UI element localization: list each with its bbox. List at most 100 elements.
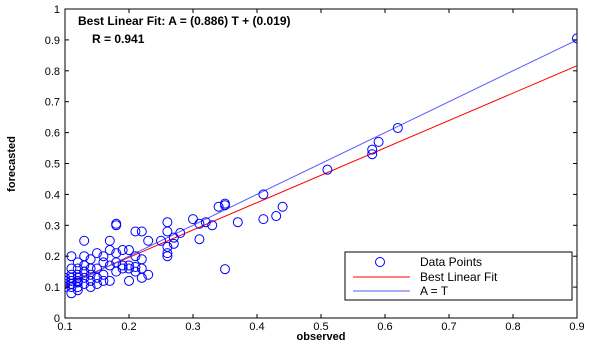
- x-tick-label: 0.4: [249, 321, 264, 333]
- data-point: [72, 285, 83, 296]
- data-point: [200, 217, 211, 228]
- data-point: [373, 136, 384, 147]
- legend-marker-circle: [375, 257, 385, 267]
- data-point: [92, 279, 102, 290]
- data-point: [104, 275, 115, 286]
- data-point: [98, 275, 109, 286]
- data-point: [85, 269, 96, 280]
- data-point: [175, 228, 186, 239]
- y-tick-label: 0.5: [45, 159, 60, 171]
- data-point: [130, 262, 141, 273]
- data-point: [277, 201, 288, 212]
- data-point: [136, 226, 147, 237]
- data-point: [188, 214, 198, 225]
- data-point: [98, 257, 109, 268]
- y-tick-label: 1: [54, 4, 60, 16]
- data-point: [79, 260, 90, 271]
- data-point: [168, 232, 179, 243]
- y-tick-label: 0: [54, 313, 60, 325]
- data-point: [72, 272, 83, 283]
- y-tick-label: 0.9: [45, 35, 60, 47]
- data-point: [143, 235, 154, 246]
- legend-box: [344, 251, 573, 301]
- data-point: [65, 275, 70, 286]
- data-point: [85, 282, 96, 293]
- data-point: [156, 235, 166, 246]
- legend-item-data-points: Data Points: [375, 255, 482, 269]
- data-point: [104, 245, 115, 256]
- x-axis-ticks: 0.1 0.2 0.3 0.4 0.5 0.6 0.7 0.8 0.9: [57, 9, 585, 333]
- data-point: [367, 149, 378, 160]
- data-point: [111, 248, 122, 259]
- data-point: [130, 251, 141, 262]
- legend-label-data-points: Data Points: [420, 255, 482, 269]
- data-point: [258, 214, 269, 225]
- x-tick-label: 0.6: [377, 321, 392, 333]
- data-point: [117, 263, 128, 274]
- y-tick-label: 0.6: [45, 128, 60, 140]
- data-point: [220, 200, 230, 211]
- data-point: [258, 189, 269, 200]
- data-point: [271, 211, 282, 222]
- data-point: [162, 248, 173, 259]
- data-point: [65, 279, 70, 290]
- data-point: [367, 144, 378, 155]
- data-point: [207, 220, 218, 231]
- data-point: [232, 217, 243, 228]
- lines-layer: [65, 39, 577, 288]
- x-tick-label: 0.2: [121, 321, 136, 333]
- data-point: [72, 257, 83, 268]
- data-point: [162, 226, 173, 237]
- data-point: [220, 264, 230, 275]
- data-point: [66, 288, 77, 299]
- y-tick-label: 0.2: [45, 251, 60, 263]
- data-point: [85, 263, 96, 274]
- legend-item-best-linear-fit: Best Linear Fit: [353, 270, 498, 284]
- data-point: [85, 275, 96, 286]
- x-tick-label: 0.1: [57, 321, 72, 333]
- data-point: [79, 272, 90, 283]
- data-point: [124, 245, 134, 256]
- y-tick-label: 0.8: [45, 66, 60, 78]
- legend-label-identity: A = T: [420, 284, 449, 298]
- points-layer: [65, 33, 577, 299]
- legend: Data Points Best Linear Fit A = T: [344, 251, 573, 301]
- data-point: [136, 272, 147, 283]
- data-point: [130, 226, 141, 237]
- data-point: [92, 272, 102, 283]
- data-point: [98, 269, 109, 280]
- data-point: [168, 238, 179, 249]
- x-axis-label: observed: [297, 331, 346, 343]
- data-point: [213, 201, 224, 212]
- r-value-annotation: R = 0.941: [92, 32, 145, 46]
- data-point: [194, 218, 205, 229]
- data-point: [66, 275, 77, 286]
- legend-label-best-linear-fit: Best Linear Fit: [420, 270, 498, 284]
- data-point: [98, 251, 109, 262]
- x-tick-label: 0.5: [313, 321, 328, 333]
- fit-equation-annotation: Best Linear Fit: A = (0.886) T + (0.019): [78, 14, 291, 28]
- data-point: [124, 275, 134, 286]
- y-tick-label: 0.1: [45, 282, 60, 294]
- y-tick-label: 0.3: [45, 220, 60, 232]
- data-point: [104, 260, 115, 271]
- x-tick-label: 0.7: [441, 321, 456, 333]
- best-fit-line: [65, 65, 577, 286]
- data-point: [72, 277, 83, 288]
- data-point: [111, 220, 122, 231]
- x-tick-label: 0.8: [505, 321, 520, 333]
- data-point: [392, 122, 403, 133]
- plot-area: [64, 8, 578, 319]
- data-point: [572, 33, 577, 44]
- data-point: [124, 260, 134, 271]
- y-tick-label: 0.4: [45, 189, 60, 201]
- data-point: [194, 234, 205, 245]
- data-point: [72, 269, 83, 280]
- data-point: [117, 245, 128, 256]
- data-point: [92, 248, 102, 259]
- x-tick-label: 0.9: [569, 321, 584, 333]
- data-point: [143, 269, 154, 280]
- data-point: [79, 279, 90, 290]
- data-point: [79, 266, 90, 277]
